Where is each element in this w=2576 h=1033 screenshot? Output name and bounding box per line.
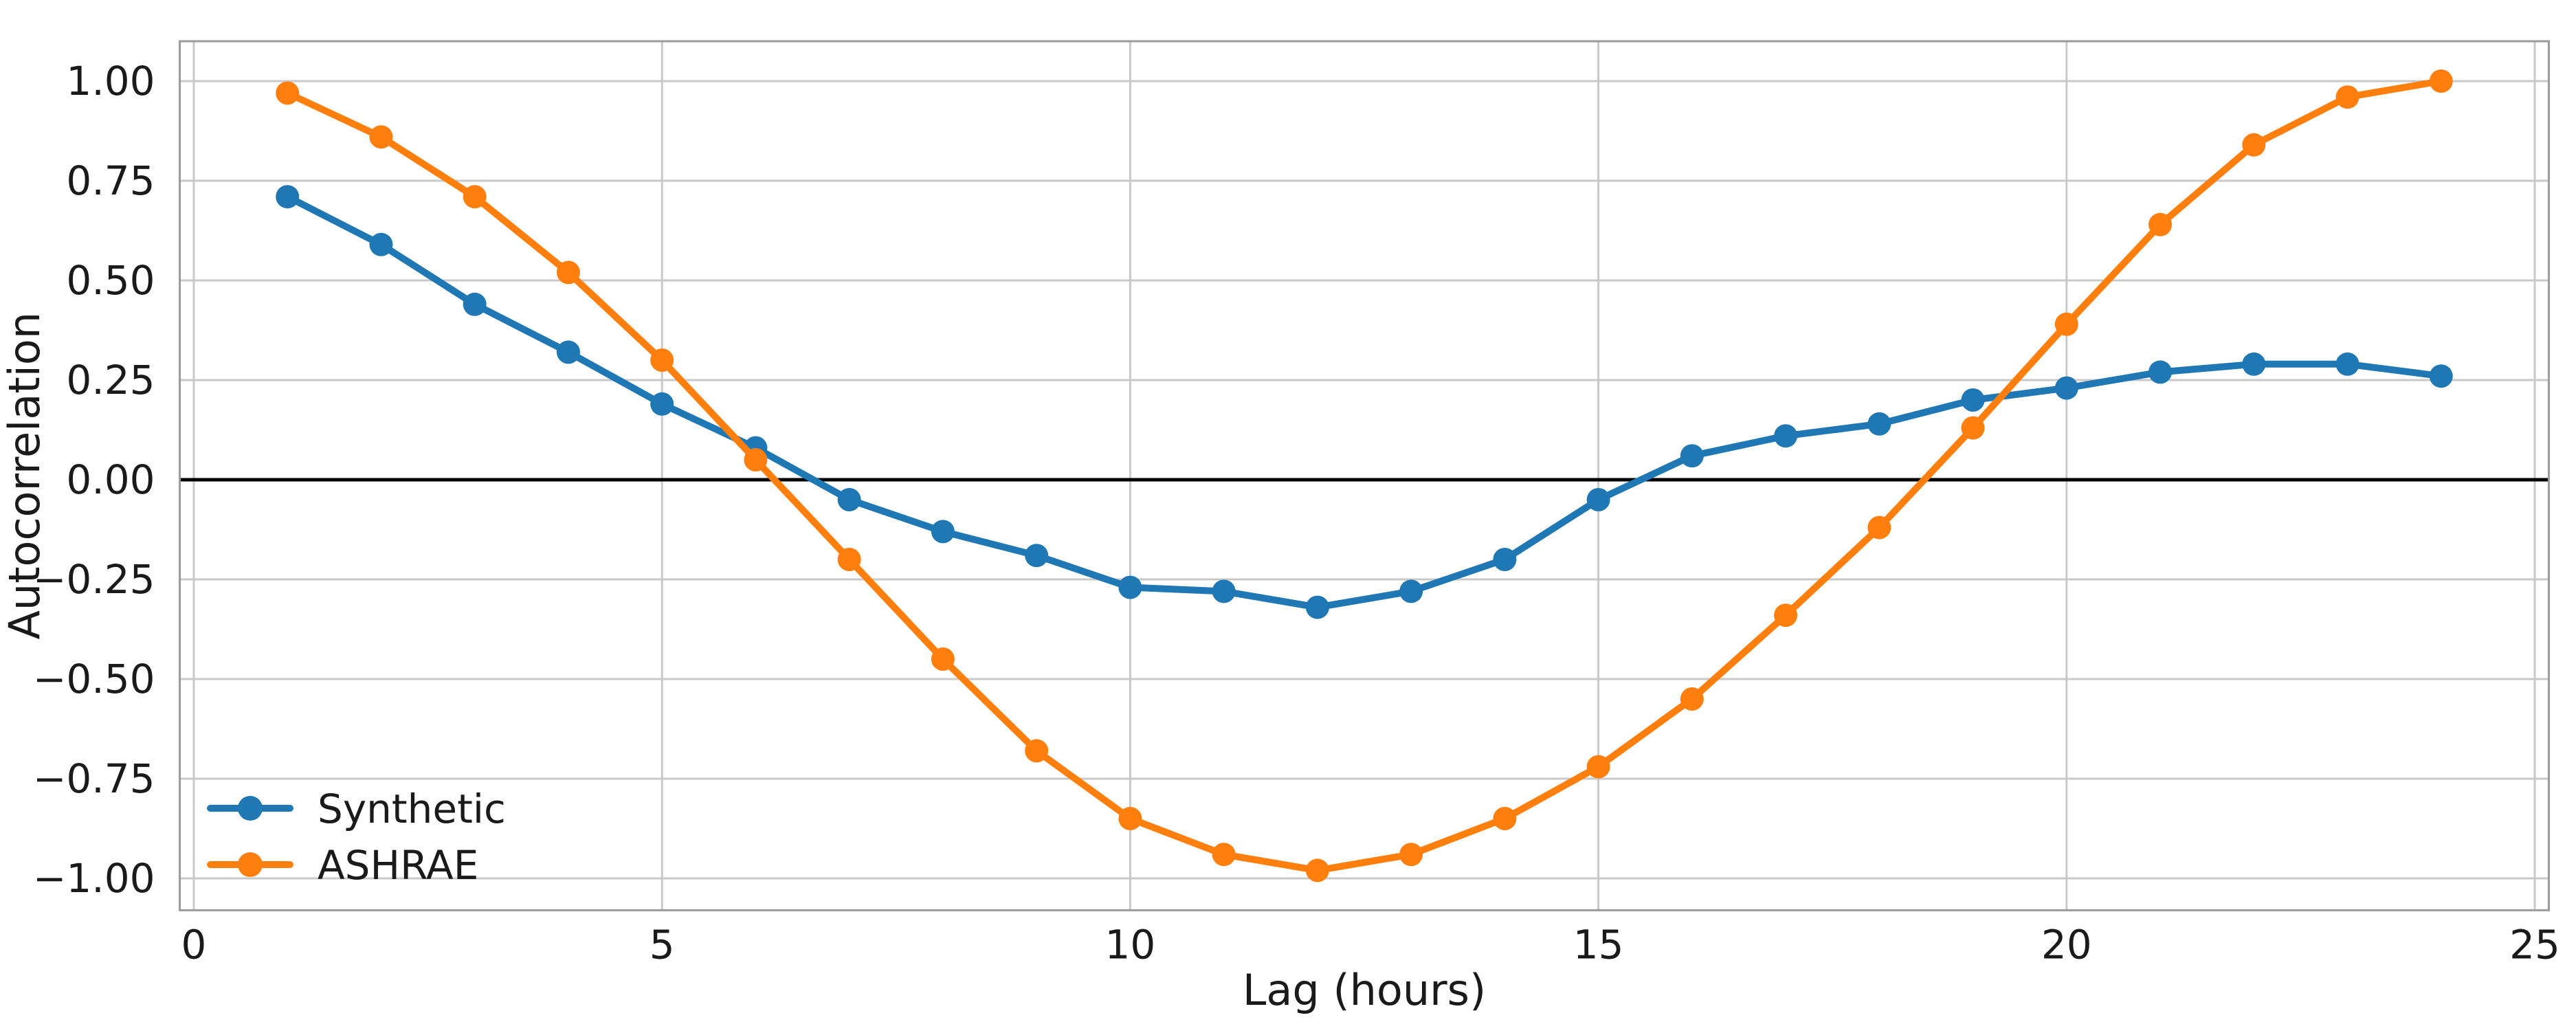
synthetic-marker — [276, 185, 300, 209]
x-tick-label: 5 — [649, 921, 675, 968]
ashrae-marker — [2054, 312, 2078, 336]
legend: Synthetic ASHRAE — [207, 786, 506, 889]
ashrae-marker — [1025, 739, 1049, 763]
synthetic-marker — [1493, 548, 1517, 571]
ashrae-marker — [556, 260, 580, 285]
synthetic-marker — [931, 520, 955, 544]
ashrae-marker — [744, 448, 768, 471]
synthetic-marker — [1867, 412, 1891, 436]
x-tick-label: 10 — [1104, 921, 1155, 968]
ashrae-marker — [1493, 807, 1517, 830]
synthetic-marker — [2429, 364, 2453, 388]
ashrae-line — [284, 78, 2445, 874]
synthetic-marker — [369, 232, 393, 256]
synthetic-marker — [1212, 579, 1236, 603]
y-tick-label: −1.00 — [33, 855, 155, 902]
ashrae-marker — [2242, 133, 2266, 157]
ashrae-marker — [2335, 85, 2360, 109]
ashrae-marker — [1118, 807, 1142, 830]
x-axis-label: Lag (hours) — [1243, 965, 1486, 1015]
y-tick-label: 0.25 — [66, 357, 155, 403]
tick-labels: 0 5 10 15 20 25 −1.00 −0.75 −0.50 −0.25 0.00 0.25 0.… — [33, 58, 2560, 968]
gridlines — [179, 41, 2549, 911]
synthetic-line — [284, 193, 2445, 611]
synthetic-marker — [463, 292, 487, 316]
ashrae-marker — [1586, 755, 1610, 779]
legend-synthetic-marker — [238, 796, 263, 821]
synthetic-marker — [650, 392, 674, 416]
synthetic-marker — [2148, 360, 2173, 384]
ashrae-marker — [931, 647, 955, 671]
data-series — [276, 69, 2453, 882]
synthetic-marker — [1305, 595, 1329, 619]
ashrae-marker — [369, 125, 393, 149]
synthetic-marker — [1118, 575, 1142, 599]
x-tick-label: 25 — [2509, 921, 2560, 968]
synthetic-marker — [2054, 376, 2078, 400]
y-tick-label: −0.50 — [33, 656, 155, 702]
y-tick-label: 0.00 — [66, 456, 155, 503]
plot-border — [179, 40, 2550, 911]
ashrae-marker — [1212, 843, 1236, 867]
ashrae-marker — [1305, 858, 1329, 882]
ashrae-marker — [1961, 416, 1985, 440]
synthetic-marker — [2335, 352, 2360, 376]
synthetic-marker — [1025, 544, 1049, 568]
synthetic-marker — [1961, 388, 1985, 412]
legend-synthetic-label: Synthetic — [318, 786, 506, 832]
ashrae-marker — [1774, 603, 1798, 627]
legend-ashrae-marker — [238, 852, 263, 877]
x-tick-label: 0 — [181, 921, 207, 968]
synthetic-marker — [1586, 488, 1610, 511]
x-tick-label: 20 — [2041, 921, 2092, 968]
y-tick-label: −0.75 — [33, 755, 155, 802]
ashrae-marker — [2148, 212, 2173, 236]
y-tick-label: −0.25 — [33, 556, 155, 603]
legend-ashrae-label: ASHRAE — [318, 842, 478, 889]
ashrae-marker — [837, 548, 861, 571]
ashrae-marker — [650, 348, 674, 372]
synthetic-marker — [1774, 424, 1798, 448]
axes-spines — [179, 40, 2550, 911]
y-tick-label: 0.50 — [66, 257, 155, 304]
y-axis-label: Autocorrelation — [0, 312, 49, 640]
synthetic-marker — [556, 340, 580, 364]
ashrae-marker — [276, 81, 300, 105]
ashrae-marker — [463, 185, 487, 209]
x-tick-label: 15 — [1573, 921, 1624, 968]
y-tick-label: 1.00 — [66, 58, 155, 104]
ashrae-marker — [1867, 515, 1891, 540]
ashrae-marker — [2429, 69, 2453, 93]
synthetic-marker — [1680, 444, 1704, 468]
synthetic-marker — [1399, 579, 1423, 603]
synthetic-marker — [2242, 352, 2266, 376]
ashrae-marker — [1399, 843, 1423, 867]
y-tick-label: 0.75 — [66, 157, 155, 204]
synthetic-marker — [837, 488, 861, 511]
ashrae-marker — [1680, 687, 1704, 711]
